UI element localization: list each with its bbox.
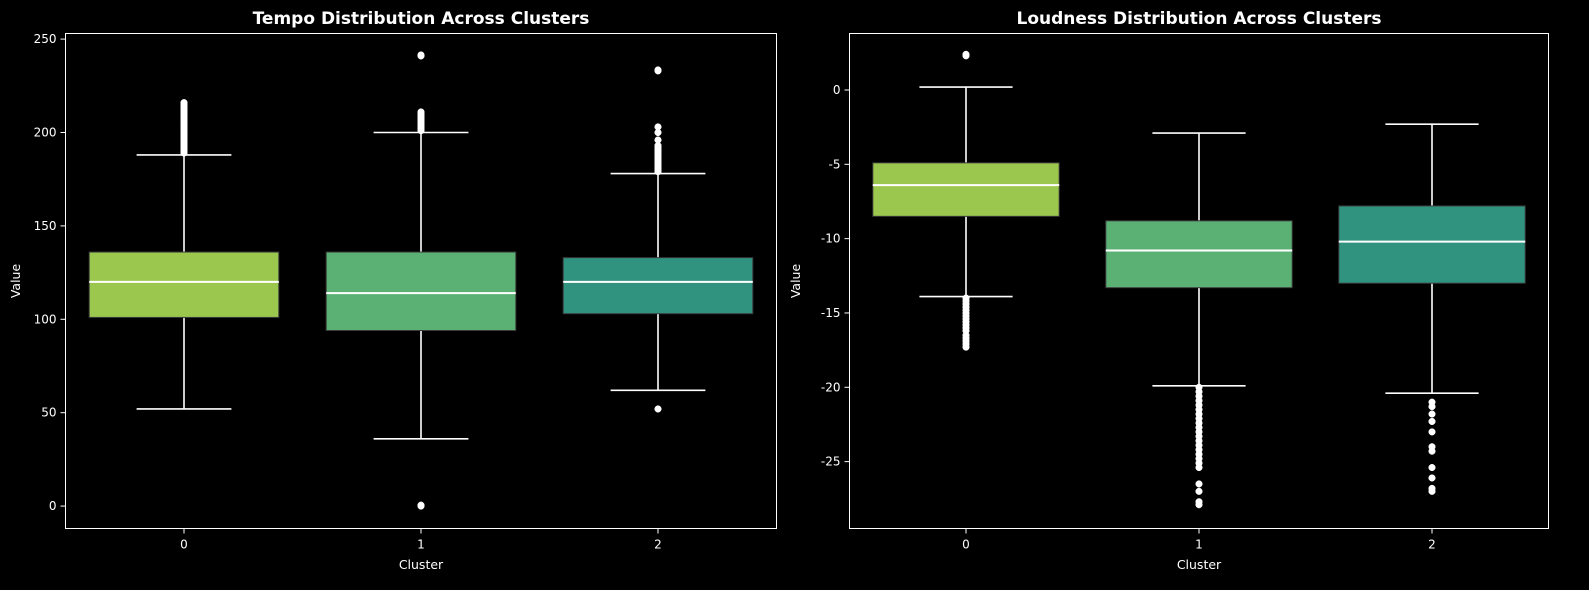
tempo-y-axis: 0 50 100 150 200 250 [34, 32, 66, 513]
tempo-y-tick-label: 100 [34, 312, 57, 326]
outlier-point [1428, 474, 1436, 482]
outlier-point [654, 405, 662, 413]
tempo-box-cluster-1 [325, 51, 517, 510]
loudness-y-axis-label: Value [788, 264, 803, 299]
tempo-chart-panel: Tempo Distribution Across Clusters Clust… [8, 9, 777, 572]
tempo-chart-title: Tempo Distribution Across Clusters [253, 9, 590, 29]
tempo-x-tick-label: 2 [654, 538, 662, 552]
iqr-box [562, 257, 754, 315]
loudness-y-tick-label: -20 [821, 380, 841, 394]
loudness-chart-title: Loudness Distribution Across Clusters [1016, 9, 1381, 29]
tempo-x-tick-label: 1 [417, 538, 425, 552]
loudness-y-tick-label: -10 [821, 232, 841, 246]
outlier-point [962, 343, 970, 351]
outlier-point [654, 123, 662, 131]
loudness-x-tick-label: 1 [1195, 538, 1203, 552]
iqr-box [872, 162, 1060, 217]
loudness-x-tick-label: 2 [1428, 538, 1436, 552]
tempo-y-tick-label: 250 [34, 32, 57, 46]
loudness-box-cluster-0 [872, 50, 1060, 351]
outlier-point [962, 50, 970, 58]
outlier-point [1428, 417, 1436, 426]
tempo-y-tick-label: 0 [49, 499, 57, 513]
tempo-box-cluster-0 [88, 99, 280, 410]
iqr-box [1338, 205, 1526, 284]
outlier-point [654, 66, 662, 74]
outlier-point [1428, 403, 1436, 411]
tempo-x-tick-label: 0 [180, 538, 188, 552]
tempo-boxes [88, 51, 754, 510]
outlier-point [1428, 464, 1436, 472]
tempo-x-axis: 0 1 2 [180, 528, 662, 552]
loudness-box-cluster-2 [1338, 123, 1526, 495]
iqr-box [325, 251, 517, 331]
tempo-x-axis-label: Cluster [399, 557, 444, 572]
outlier-point [1195, 480, 1203, 488]
loudness-y-tick-label: -5 [829, 157, 841, 171]
tempo-y-tick-label: 150 [34, 219, 57, 233]
loudness-boxes [872, 50, 1526, 509]
outlier-point [1195, 501, 1203, 509]
loudness-y-tick-label: -25 [821, 455, 841, 469]
tempo-y-tick-label: 50 [41, 406, 56, 420]
tempo-y-tick-label: 200 [34, 126, 57, 140]
tempo-y-axis-label: Value [8, 264, 23, 299]
outlier-point [1428, 428, 1436, 436]
loudness-x-axis-label: Cluster [1177, 557, 1222, 572]
outlier-point [417, 501, 425, 509]
loudness-y-tick-label: -15 [821, 306, 841, 320]
outlier-point [417, 51, 425, 59]
loudness-x-tick-label: 0 [962, 538, 970, 552]
outlier-point [1428, 447, 1436, 455]
outlier-point [654, 136, 662, 144]
loudness-box-cluster-1 [1105, 132, 1293, 509]
outlier-point [1428, 487, 1436, 495]
loudness-y-axis: -25 -20 -15 -10 -5 0 [821, 83, 850, 469]
iqr-box [88, 251, 280, 318]
outlier-point [1195, 487, 1203, 495]
iqr-box [1105, 220, 1293, 289]
outlier-point [1428, 410, 1436, 418]
tempo-box-cluster-2 [562, 66, 754, 413]
outlier-point [180, 99, 188, 107]
loudness-chart-panel: Loudness Distribution Across Clusters Cl… [788, 9, 1549, 572]
outlier-point [1195, 464, 1203, 472]
outlier-point [417, 108, 425, 116]
loudness-x-axis: 0 1 2 [962, 528, 1436, 552]
loudness-y-tick-label: 0 [833, 83, 841, 97]
